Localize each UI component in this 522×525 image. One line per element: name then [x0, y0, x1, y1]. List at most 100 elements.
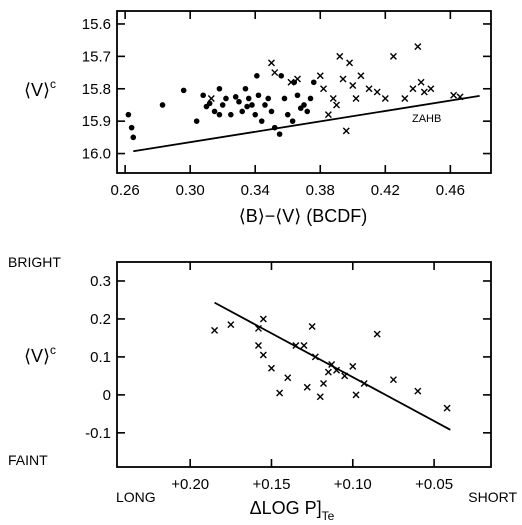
data-point-cross	[357, 72, 365, 80]
y-tick-label: 15.7	[82, 48, 111, 65]
data-point-dot	[294, 92, 301, 99]
data-point-cross	[401, 94, 409, 102]
fit-line	[133, 94, 480, 153]
x-tick-label: 0.42	[371, 182, 400, 199]
data-point-cross	[300, 342, 308, 350]
top-y-axis-label: ⟨V⟩c	[24, 77, 56, 100]
data-point-cross	[211, 326, 219, 334]
top-plot-frame	[116, 10, 492, 174]
data-point-cross	[207, 94, 215, 102]
bright-label: BRIGHT	[8, 254, 61, 270]
data-point-cross	[259, 351, 267, 359]
x-tick-label: +0.10	[334, 476, 372, 493]
data-point-dot	[232, 94, 239, 100]
data-point-cross	[308, 323, 316, 331]
data-point-cross	[254, 342, 262, 350]
data-point-cross	[342, 127, 350, 135]
x-tick-label: +0.05	[415, 476, 453, 493]
bottom-plot-marks: +0.20 +0.15 +0.10 +0.05 0.3 0.2 0.1 0 -0.1	[85, 262, 491, 493]
data-point-cross	[294, 75, 301, 83]
y-tick-label: 15.8	[82, 81, 111, 98]
data-point-dot	[159, 102, 166, 108]
y-tick-label: 0.1	[90, 349, 111, 366]
data-point-cross	[333, 101, 341, 109]
y-tick-label: 0.2	[90, 311, 111, 328]
data-point-dot	[301, 102, 307, 108]
data-point-cross	[276, 389, 284, 397]
data-point-cross	[417, 78, 425, 86]
data-point-dot	[130, 134, 137, 141]
data-point-cross	[316, 393, 324, 401]
bottom-plot-frame	[116, 261, 492, 468]
data-point-cross	[420, 88, 428, 96]
data-point-dot	[228, 111, 234, 118]
data-point-dot	[125, 111, 132, 118]
data-point-dot	[245, 95, 252, 102]
bottom-y-axis-label: ⟨V⟩c	[24, 343, 56, 366]
data-point-cross	[287, 78, 295, 86]
data-point-dot	[265, 95, 272, 102]
data-point-cross	[254, 324, 262, 332]
data-point-cross	[389, 376, 397, 384]
data-point-cross	[267, 59, 275, 67]
data-point-dot	[258, 118, 265, 124]
data-point-cross	[346, 59, 354, 67]
data-point-cross	[271, 69, 279, 77]
data-point-cross	[427, 85, 435, 93]
data-point-cross	[381, 94, 389, 102]
y-tick-label: 0.3	[90, 273, 111, 290]
data-point-cross	[267, 364, 275, 372]
data-point-cross	[409, 85, 417, 93]
data-point-dot	[255, 92, 262, 99]
zahb-annotation: ZAHB	[412, 113, 441, 125]
data-point-cross	[292, 342, 300, 350]
data-point-cross	[341, 372, 349, 380]
data-point-dot	[289, 118, 296, 124]
data-point-cross	[227, 321, 235, 329]
data-point-dot	[219, 102, 226, 108]
data-point-cross	[324, 111, 332, 119]
data-point-cross	[373, 330, 381, 338]
data-point-dot	[211, 108, 218, 115]
data-point-dot	[223, 95, 229, 102]
long-label: LONG	[116, 489, 156, 505]
data-point-cross	[365, 85, 373, 93]
y-tick-label: 16.0	[82, 146, 111, 163]
data-point-dot	[304, 108, 311, 115]
short-label: SHORT	[468, 489, 517, 505]
data-point-dot	[271, 124, 278, 131]
data-point-dot	[239, 108, 246, 115]
data-point-cross	[284, 374, 292, 382]
data-point-cross	[352, 391, 360, 399]
data-point-dot	[128, 124, 135, 131]
data-point-dot	[242, 85, 249, 92]
top-x-axis-label: ⟨B⟩−⟨V⟩ (BCDF)	[239, 206, 368, 226]
x-tick-label: 0.46	[436, 182, 465, 199]
data-point-dot	[252, 111, 259, 118]
y-tick-label: 0	[103, 387, 111, 404]
period-shift-panel: +0.20 +0.15 +0.10 +0.050.30.20.10-0.1 ⟨V⟩c …	[8, 254, 517, 523]
data-point-cross	[414, 43, 422, 51]
data-point-cross	[328, 361, 336, 368]
data-point-dot	[200, 92, 206, 99]
data-point-dot	[278, 73, 285, 79]
data-point-cross	[349, 82, 357, 90]
data-point-cross	[320, 85, 328, 93]
data-point-dot	[206, 100, 213, 107]
data-point-cross	[443, 404, 451, 412]
data-point-dot	[310, 79, 317, 86]
data-point-cross	[259, 315, 267, 323]
top-plot-marks: 0.26 0.30 0.34 0.38 0.42 0.46 15.6 15.7 15.8 15.9…	[82, 11, 491, 199]
data-point-dot	[254, 73, 260, 79]
data-point-cross	[320, 379, 328, 387]
y-tick-label: 15.6	[82, 16, 111, 33]
color-magnitude-panel: 0.26 0.30 0.34 0.38 0.42 0.46 15.6 15.7 15.8 15.9…	[24, 10, 492, 226]
data-point-dot	[284, 111, 291, 118]
data-point-dot	[236, 98, 242, 105]
data-point-dot	[249, 102, 255, 108]
data-point-cross	[352, 94, 360, 102]
data-point-dot	[276, 131, 283, 137]
data-point-cross	[414, 387, 422, 395]
data-point-cross	[389, 52, 397, 60]
